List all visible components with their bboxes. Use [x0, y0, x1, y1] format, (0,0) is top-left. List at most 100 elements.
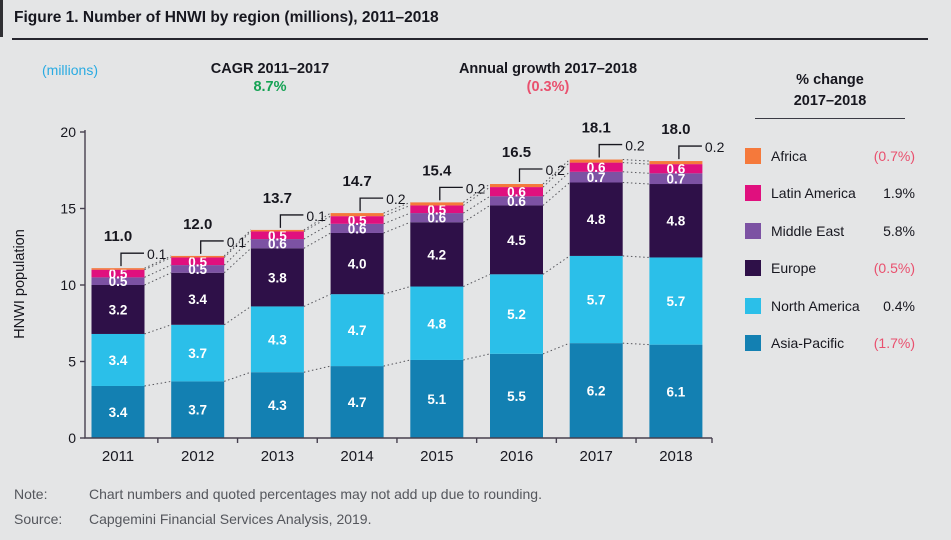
bar-segment-asia-pacific — [569, 343, 623, 438]
segment-value-label: 0.5 — [427, 202, 446, 217]
segment-value-label: 6.2 — [587, 384, 606, 399]
y-axis-tick-label: 5 — [68, 354, 76, 370]
bar-segment-middle-east — [250, 239, 304, 249]
segment-value-label: 4.8 — [427, 316, 446, 331]
x-axis-tick-label: 2015 — [420, 448, 453, 465]
segment-value-label: 0.7 — [667, 172, 686, 187]
africa-callout-value: 0.2 — [386, 191, 406, 207]
legend-item-north-america: North America 0.4% — [745, 287, 915, 325]
connector-line — [622, 255, 650, 258]
bar-segment-asia-pacific — [250, 372, 304, 438]
connector-line — [303, 212, 331, 231]
bar-segment-europe — [649, 184, 703, 258]
corner-strip — [0, 0, 3, 37]
segment-value-label: 0.6 — [348, 221, 367, 236]
bar-segment-middle-east — [91, 277, 145, 285]
segment-value-label: 4.7 — [348, 323, 367, 338]
connector-line — [303, 365, 331, 373]
segment-value-label: 0.5 — [188, 254, 207, 269]
connector-line — [542, 171, 571, 197]
connector-line — [622, 162, 650, 165]
source-text: Capgemini Financial Services Analysis, 2… — [89, 511, 372, 527]
connector-line — [542, 162, 571, 188]
connector-line — [463, 273, 491, 287]
segment-value-label: 4.3 — [268, 332, 287, 347]
y-axis-tick-label: 0 — [68, 430, 76, 446]
legend-value: (1.7%) — [873, 335, 915, 352]
legend-item-middle-east: Middle East 5.8% — [745, 212, 915, 250]
africa-callout-value: 0.1 — [306, 208, 326, 224]
bar-segment-latin-america — [569, 162, 623, 172]
connector-line — [303, 232, 331, 249]
bar-segment-africa — [91, 268, 145, 270]
legend-divider — [755, 118, 905, 120]
segment-value-label: 0.5 — [109, 274, 128, 289]
bar-total-label: 16.5 — [502, 144, 531, 161]
segment-value-label: 3.7 — [188, 403, 207, 418]
bar-segment-north-america — [569, 255, 623, 344]
legend-header-line2: 2017–2018 — [793, 93, 867, 110]
bar-segment-middle-east — [649, 173, 703, 185]
connector-line — [463, 186, 491, 206]
legend-swatch — [745, 297, 761, 314]
bar-segment-europe — [410, 222, 464, 287]
segment-value-label: 0.6 — [507, 185, 526, 200]
bar-segment-middle-east — [330, 223, 384, 233]
connector-line — [303, 293, 331, 307]
bar-segment-latin-america — [490, 187, 543, 197]
segment-value-label: 0.6 — [427, 211, 446, 226]
connector-line — [223, 247, 252, 274]
segment-value-label: 5.1 — [427, 392, 446, 407]
africa-callout-bracket — [598, 143, 623, 158]
y-axis-tick-label: 10 — [60, 277, 76, 293]
bar-segment-middle-east — [410, 213, 464, 223]
connector-line — [542, 182, 571, 206]
segment-value-label: 5.2 — [507, 307, 526, 322]
legend-item-africa: Africa (0.7%) — [745, 137, 915, 175]
connector-line — [463, 205, 491, 223]
bar-segment-north-america — [91, 333, 145, 386]
legend-swatch — [745, 185, 761, 202]
bar-segment-latin-america — [410, 205, 464, 214]
legend-swatch — [745, 260, 761, 277]
connector-line — [144, 255, 172, 269]
legend-label: Asia-Pacific — [771, 335, 845, 352]
connector-line — [622, 159, 650, 162]
connector-line — [144, 264, 172, 278]
connector-line — [383, 359, 411, 367]
bar-segment-latin-america — [250, 231, 304, 240]
segment-value-label: 4.3 — [268, 398, 287, 413]
bar-segment-asia-pacific — [649, 344, 703, 438]
x-axis-tick-label: 2012 — [181, 448, 214, 465]
figure-title: Figure 1. Number of HNWI by region (mill… — [14, 9, 439, 26]
segment-value-label: 0.5 — [348, 213, 367, 228]
bar-segment-asia-pacific — [91, 385, 145, 438]
x-axis-tick-label: 2017 — [580, 448, 613, 465]
connector-line — [303, 223, 331, 240]
africa-callout-bracket — [200, 240, 224, 254]
africa-callout-bracket — [120, 252, 144, 267]
bar-total-label: 14.7 — [342, 173, 371, 190]
connector-line — [144, 324, 172, 335]
bar-segment-europe — [91, 285, 145, 334]
segment-value-label: 4.7 — [348, 395, 367, 410]
segment-value-label: 4.8 — [587, 212, 606, 227]
bar-segment-north-america — [250, 306, 304, 373]
annual-growth-value: (0.3%) — [526, 79, 570, 95]
legend-label: Europe — [771, 260, 817, 277]
segment-value-label: 0.6 — [268, 237, 287, 252]
cagr-label: CAGR 2011–2017 — [210, 61, 330, 77]
legend-value: (0.5%) — [873, 260, 915, 277]
legend-item-latin-america: Latin America 1.9% — [745, 175, 915, 213]
source-row: Source: Capgemini Financial Services Anal… — [14, 511, 371, 527]
bar-segment-africa — [330, 213, 384, 217]
annual-growth-block: Annual growth 2017–2018 (0.3%) — [440, 61, 656, 95]
bar-segment-africa — [250, 229, 304, 232]
bar-segment-north-america — [649, 257, 703, 345]
connector-line — [383, 201, 411, 214]
bar-segment-africa — [490, 184, 543, 188]
bar-segment-asia-pacific — [330, 366, 384, 438]
bar-total-label: 15.4 — [422, 162, 452, 179]
